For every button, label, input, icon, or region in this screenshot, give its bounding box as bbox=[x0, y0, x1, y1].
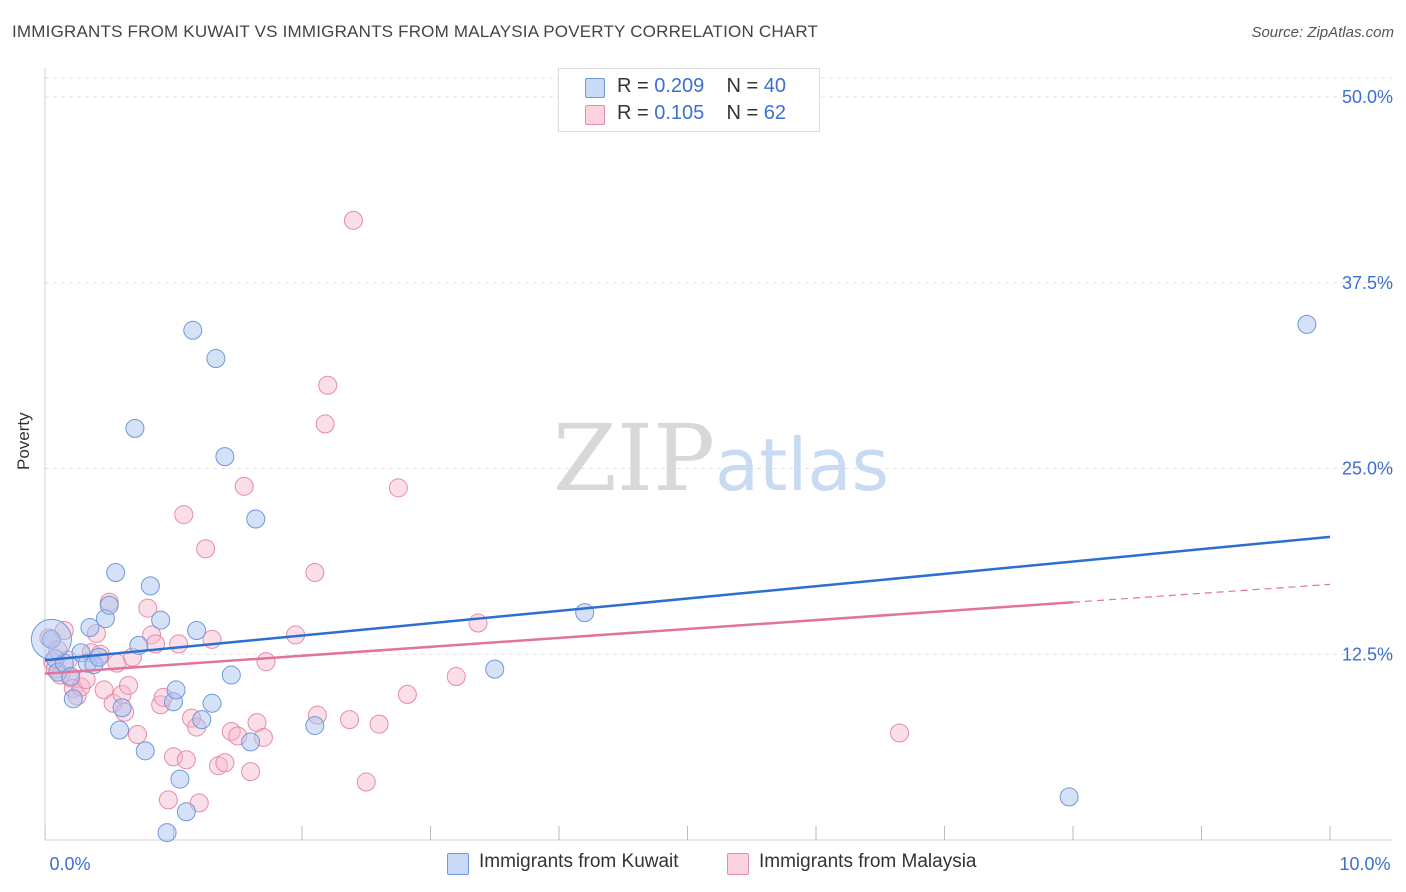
trend-line-kuwait bbox=[44, 535, 1331, 662]
point-malaysia bbox=[215, 753, 235, 773]
legend-r-label: R = bbox=[617, 102, 649, 124]
point-kuwait bbox=[166, 680, 186, 700]
point-malaysia bbox=[119, 675, 139, 695]
series-legend-label-kuwait: Immigrants from Kuwait bbox=[479, 851, 679, 872]
point-kuwait-large bbox=[30, 618, 72, 660]
point-kuwait bbox=[106, 563, 126, 583]
point-kuwait bbox=[157, 823, 177, 843]
trend-line-malaysia-extension bbox=[1072, 583, 1331, 603]
x-tick-label-min: 0.0% bbox=[49, 854, 90, 874]
point-malaysia bbox=[164, 747, 183, 767]
series-legend-label-malaysia: Immigrants from Malaysia bbox=[759, 851, 977, 872]
point-kuwait bbox=[202, 693, 222, 713]
point-malaysia bbox=[128, 724, 148, 744]
point-kuwait bbox=[170, 769, 190, 789]
point-kuwait bbox=[176, 802, 196, 822]
point-kuwait bbox=[1059, 787, 1079, 807]
point-kuwait bbox=[187, 620, 207, 640]
point-kuwait bbox=[151, 610, 171, 630]
point-malaysia bbox=[388, 478, 408, 498]
point-malaysia bbox=[397, 684, 417, 704]
series-kuwait-points bbox=[30, 314, 1317, 843]
axes bbox=[44, 68, 1392, 841]
legend-n-value-malaysia: 62 bbox=[763, 102, 787, 124]
point-malaysia bbox=[174, 505, 194, 525]
point-malaysia bbox=[369, 714, 389, 734]
grid-lines bbox=[45, 77, 1392, 655]
y-tick-label: 25.0% bbox=[1342, 459, 1393, 479]
point-malaysia bbox=[169, 634, 189, 654]
point-malaysia bbox=[343, 210, 363, 230]
y-tick-label: 37.5% bbox=[1342, 273, 1393, 293]
point-kuwait bbox=[112, 698, 132, 718]
point-malaysia bbox=[890, 723, 910, 743]
point-malaysia bbox=[315, 414, 335, 434]
legend-swatch-malaysia bbox=[585, 105, 605, 125]
point-kuwait bbox=[80, 618, 100, 638]
point-kuwait bbox=[305, 716, 325, 736]
point-malaysia bbox=[196, 539, 216, 559]
point-kuwait bbox=[63, 689, 83, 709]
watermark-zip: ZIP bbox=[553, 405, 715, 512]
legend-n-label: N = bbox=[726, 75, 759, 97]
point-malaysia bbox=[176, 750, 196, 770]
tick-labels: 12.5% 25.0% 37.5% 50.0% 0.0% 10.0% bbox=[49, 87, 1393, 874]
legend-r-value-malaysia: 0.105 bbox=[654, 102, 705, 124]
point-kuwait bbox=[135, 741, 155, 761]
point-malaysia bbox=[94, 680, 114, 700]
watermark: ZIP atlas bbox=[553, 405, 889, 512]
point-malaysia bbox=[305, 563, 325, 583]
series-malaysia-points bbox=[39, 210, 910, 813]
trend-line-malaysia bbox=[44, 600, 1074, 675]
watermark-atlas: atlas bbox=[715, 423, 889, 507]
point-kuwait bbox=[246, 509, 266, 529]
point-kuwait bbox=[1297, 314, 1317, 334]
point-kuwait bbox=[183, 320, 203, 340]
point-kuwait bbox=[221, 665, 241, 685]
point-kuwait bbox=[215, 447, 235, 467]
x-tick-label-max: 10.0% bbox=[1339, 854, 1390, 874]
point-kuwait bbox=[575, 603, 595, 623]
point-malaysia bbox=[158, 790, 178, 810]
point-kuwait bbox=[110, 720, 130, 740]
legend-n-label: N = bbox=[726, 102, 759, 124]
point-kuwait bbox=[241, 732, 261, 752]
point-malaysia bbox=[318, 375, 338, 395]
chart-source: Source: ZipAtlas.com bbox=[1251, 24, 1394, 41]
point-kuwait bbox=[192, 710, 212, 730]
chart-title: IMMIGRANTS FROM KUWAIT VS IMMIGRANTS FRO… bbox=[12, 22, 819, 41]
point-malaysia bbox=[241, 762, 261, 782]
trend-lines bbox=[44, 535, 1331, 675]
point-kuwait bbox=[485, 659, 505, 679]
point-kuwait bbox=[125, 418, 145, 438]
legend-r-value-kuwait: 0.209 bbox=[654, 75, 705, 97]
legend-swatch-kuwait bbox=[585, 78, 605, 98]
point-malaysia bbox=[256, 652, 276, 672]
legend-r-label: R = bbox=[617, 75, 649, 97]
series-legend-swatch-kuwait bbox=[447, 853, 469, 875]
point-malaysia bbox=[234, 476, 254, 496]
point-malaysia bbox=[468, 613, 488, 633]
point-kuwait bbox=[41, 629, 61, 649]
point-malaysia bbox=[356, 772, 376, 792]
point-kuwait bbox=[99, 595, 119, 615]
point-kuwait bbox=[89, 647, 109, 667]
legend-n-value-kuwait: 40 bbox=[763, 75, 787, 97]
point-malaysia bbox=[138, 598, 158, 618]
point-kuwait bbox=[206, 349, 226, 369]
correlation-legend: R = 0.209 N = 40 R = 0.105 N = 62 bbox=[558, 68, 820, 132]
point-kuwait bbox=[140, 576, 160, 596]
y-tick-label: 12.5% bbox=[1342, 644, 1393, 664]
series-legend-swatch-malaysia bbox=[727, 853, 749, 875]
point-malaysia bbox=[340, 710, 360, 730]
point-malaysia bbox=[446, 667, 466, 687]
y-tick-label: 50.0% bbox=[1342, 87, 1393, 107]
